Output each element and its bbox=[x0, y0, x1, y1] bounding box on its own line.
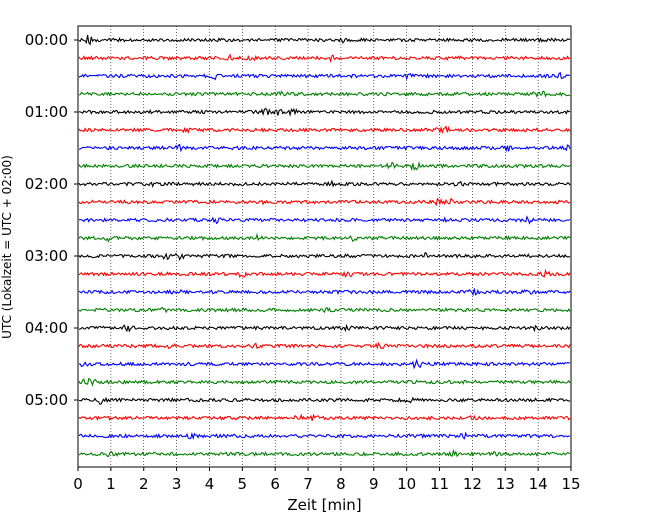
trace-line bbox=[78, 232, 571, 243]
y-axis-label: UTC (Lokalzeit = UTC + 02:00) bbox=[0, 155, 14, 339]
x-tick-label: 10 bbox=[397, 475, 416, 493]
trace-line bbox=[78, 358, 571, 370]
y-axis-ticks: 00:00 01:00 02:00 03:00 04:00 05:00 bbox=[25, 31, 78, 409]
x-tick-label: 13 bbox=[496, 475, 515, 493]
x-tick-label: 7 bbox=[303, 475, 313, 493]
trace-layer bbox=[78, 34, 571, 458]
trace-line bbox=[78, 341, 571, 350]
x-tick-label: 5 bbox=[238, 475, 248, 493]
x-tick-label: 11 bbox=[430, 475, 449, 493]
trace-line bbox=[78, 197, 571, 207]
x-tick-label: 0 bbox=[73, 475, 83, 493]
x-tick-label: 1 bbox=[106, 475, 116, 493]
x-tick-label: 6 bbox=[270, 475, 280, 493]
x-tick-label: 12 bbox=[463, 475, 482, 493]
trace-line bbox=[78, 448, 571, 458]
trace-line bbox=[78, 107, 571, 117]
trace-line bbox=[78, 143, 571, 153]
trace-line bbox=[78, 179, 571, 189]
x-tick-label: 14 bbox=[529, 475, 548, 493]
y-tick-label: 04:00 bbox=[25, 319, 68, 337]
y-tick-label: 02:00 bbox=[25, 175, 68, 193]
x-tick-label: 9 bbox=[369, 475, 379, 493]
axes-frame bbox=[77, 25, 572, 468]
trace-line bbox=[78, 251, 571, 262]
x-tick-label: 4 bbox=[205, 475, 215, 493]
trace-line bbox=[78, 90, 571, 98]
x-tick-label: 3 bbox=[172, 475, 182, 493]
trace-line bbox=[78, 306, 571, 314]
trace-line bbox=[78, 431, 571, 441]
trace-line bbox=[78, 71, 571, 81]
y-tick-label: 01:00 bbox=[25, 103, 68, 121]
x-tick-label: 15 bbox=[561, 475, 580, 493]
trace-line bbox=[78, 413, 571, 421]
x-axis-label: Zeit [min] bbox=[287, 496, 361, 514]
trace-line bbox=[78, 125, 571, 135]
x-axis-ticks: 0 1 2 3 4 5 6 7 8 9 10 11 12 13 14 15 bbox=[73, 467, 581, 493]
trace-line bbox=[78, 377, 571, 387]
trace-line bbox=[78, 288, 571, 297]
trace-line bbox=[78, 161, 571, 172]
trace-line bbox=[78, 268, 571, 278]
trace-line bbox=[78, 34, 571, 46]
x-tick-label: 2 bbox=[139, 475, 149, 493]
trace-line bbox=[78, 53, 571, 64]
trace-line bbox=[78, 215, 571, 225]
x-tick-label: 8 bbox=[336, 475, 346, 493]
trace-line bbox=[78, 323, 571, 333]
y-tick-label: 03:00 bbox=[25, 247, 68, 265]
trace-line bbox=[78, 396, 571, 405]
y-tick-label: 05:00 bbox=[25, 391, 68, 409]
y-tick-label: 00:00 bbox=[25, 31, 68, 49]
